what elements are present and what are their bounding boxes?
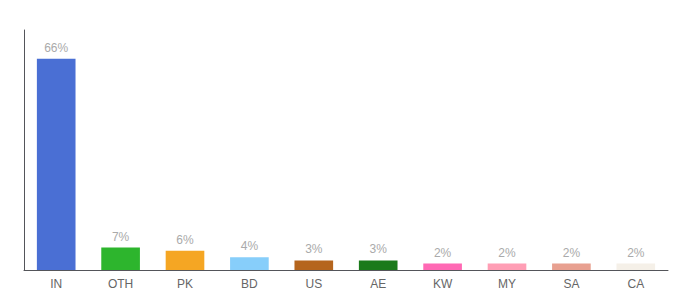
svg-text:3%: 3% — [370, 242, 388, 256]
svg-text:66%: 66% — [44, 41, 68, 55]
svg-text:SA: SA — [563, 277, 579, 291]
svg-text:US: US — [305, 277, 322, 291]
svg-text:CA: CA — [627, 277, 644, 291]
svg-text:4%: 4% — [241, 239, 259, 253]
svg-text:2%: 2% — [627, 246, 645, 260]
svg-text:7%: 7% — [112, 230, 130, 244]
svg-text:3%: 3% — [305, 242, 323, 256]
svg-text:KW: KW — [433, 277, 453, 291]
svg-text:6%: 6% — [176, 233, 194, 247]
svg-text:2%: 2% — [498, 246, 516, 260]
svg-text:OTH: OTH — [108, 277, 133, 291]
svg-text:2%: 2% — [434, 246, 452, 260]
svg-text:PK: PK — [177, 277, 193, 291]
svg-text:BD: BD — [241, 277, 258, 291]
svg-text:2%: 2% — [563, 246, 581, 260]
svg-text:AE: AE — [370, 277, 386, 291]
svg-text:MY: MY — [498, 277, 516, 291]
svg-text:IN: IN — [50, 277, 62, 291]
